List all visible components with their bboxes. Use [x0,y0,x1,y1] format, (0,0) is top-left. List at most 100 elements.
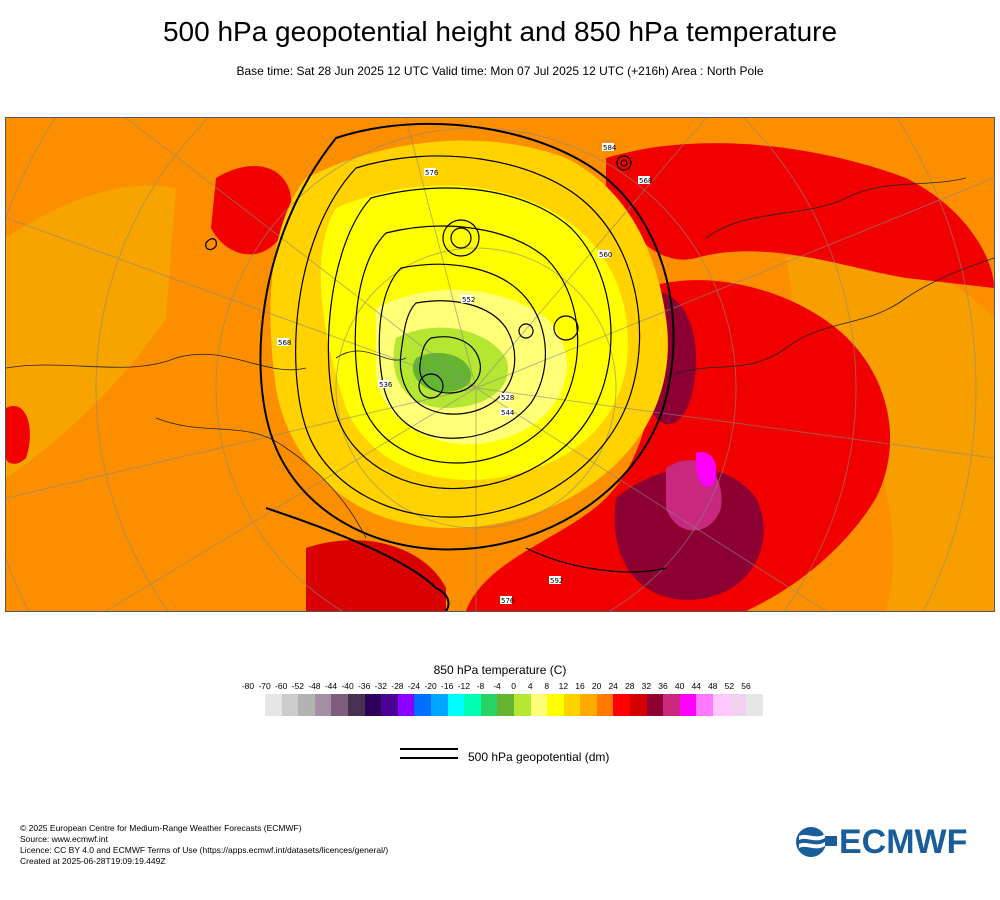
legend-tick-label: -12 [457,681,470,691]
legend-color-swatch [513,694,531,716]
legend-color-swatch [613,694,631,716]
contour-label: 576 [425,169,439,177]
legend-tick-label: -24 [407,681,421,691]
legend-color-swatch [679,694,697,716]
legend-color-swatch [663,694,680,716]
contour-key-label: 500 hPa geopotential (dm) [468,750,610,764]
legend-tick-label: 36 [658,681,668,691]
legend-color-swatch [746,694,763,716]
legend-tick-label: 8 [544,681,550,691]
map-subtitle: Base time: Sat 28 Jun 2025 12 UTC Valid … [236,64,764,78]
contour-label: 568 [278,339,291,347]
legend-color-swatch [580,694,597,716]
legend-tick-label: -44 [324,681,338,691]
legend-color-swatch [314,694,332,716]
footer-line: © 2025 European Centre for Medium-Range … [20,823,302,833]
legend-color-swatch [480,694,498,716]
legend-color-swatch [430,694,448,716]
legend-tick-label: -8 [476,681,485,691]
legend-color-swatch [364,694,382,716]
legend-color-swatch [596,694,614,716]
contour-label: 528 [501,394,514,402]
legend-tick-label: -28 [391,681,404,691]
legend-tick-label: -16 [441,681,454,691]
polar-map: 576 584 552 560 544 568 528 536 592 576 … [5,117,995,612]
legend-tick-label: -4 [493,681,501,691]
legend-color-swatch [696,694,714,716]
legend-tick-label: 20 [591,681,602,691]
contour-label: 568 [639,177,652,185]
hot-region [606,143,994,288]
hot-region [211,166,292,255]
contour-label-group: 576 584 552 560 544 568 528 536 592 576 … [277,143,652,605]
legend-tick-row: -80 -70 -60 -52 -48 -44 -40 -36 -32 -28 -24 -20 -16-… [0,681,1000,693]
contour-label: 584 [603,144,617,152]
west-warm-region [6,185,176,478]
legend-tick-label: 28 [625,681,635,691]
legend-tick-label: 40 [674,681,685,691]
contour-label: 576 [501,597,515,605]
legend-tick-label: -52 [291,681,304,691]
legend-color-swatch [630,694,647,716]
legend-tick-label: -20 [424,681,437,691]
legend-color-swatch [397,694,415,716]
legend-color-swatch [713,694,730,716]
legend-color-swatch [298,694,315,716]
hot-region [466,280,891,611]
legend-tick-label: -80 [241,681,255,691]
hot-region [6,406,30,464]
coastlines [6,177,994,539]
footer-credits: © 2025 European Centre for Medium-Range … [20,823,388,867]
legend-color-swatch [530,694,548,716]
legend-color-swatch [497,694,514,716]
ecmwf-logo: ECMWF [795,823,985,862]
extreme-hot-region [695,452,717,487]
legend-color-swatch [547,694,564,716]
legend-tick-label: 4 [527,681,533,691]
contour-key-lines [400,748,458,762]
ecmwf-logo-mark [796,827,837,857]
legend-tick-label: -32 [374,681,387,691]
legend-color-swatch [381,694,398,716]
legend-tick-label: -60 [275,681,288,691]
footer-line: Created at 2025-06-28T19:09:19.449Z [20,856,166,866]
legend-color-swatch [563,694,581,716]
legend-tick-label: -48 [308,681,321,691]
legend-tick-label: 32 [641,681,652,691]
hot-region [306,540,446,611]
legend-tick-label: 56 [741,681,751,691]
contour-label: 536 [379,381,393,389]
contour-label: 544 [501,409,515,417]
legend-tick-label: 0 [511,681,516,691]
very-hot-region [614,468,764,600]
legend-tick-label: 48 [708,681,718,691]
legend-color-swatch [265,694,282,716]
legend-color-swatch [331,694,348,716]
legend-color-swatch [347,694,365,716]
contour-label: 592 [550,577,563,585]
map-title: 500 hPa geopotential height and 850 hPa … [162,16,838,47]
legend-color-swatch [729,694,747,716]
legend-tick-label: 16 [575,681,585,691]
temperature-field-map: 576 584 552 560 544 568 528 536 592 576 … [6,118,994,611]
geopotential-contours [205,122,675,611]
legend-color-swatch [646,694,664,716]
legend-tick-label: -40 [341,681,354,691]
legend-tick-label: 12 [558,681,569,691]
temperature-color-scale [265,694,763,716]
legend-tick-label: 52 [724,681,735,691]
legend-color-swatch [464,694,481,716]
legend-tick-label: -70 [258,681,271,691]
legend-title: 850 hPa temperature (C) [433,663,567,677]
coldest-core [412,353,472,393]
legend-tick-label: 24 [608,681,618,691]
contour-label: 552 [462,296,475,304]
legend-tick-label: -36 [358,681,371,691]
footer-line: Licence: CC BY 4.0 and ECMWF Terms of Us… [20,845,389,855]
legend-color-swatch [447,694,465,716]
contour-label: 560 [599,251,612,259]
legend-color-swatch [414,694,431,716]
footer-line: Source: www.ecmwf.int [20,834,108,844]
ecmwf-logo-text: ECMWF [839,823,968,861]
legend-tick-label: 44 [691,681,701,691]
